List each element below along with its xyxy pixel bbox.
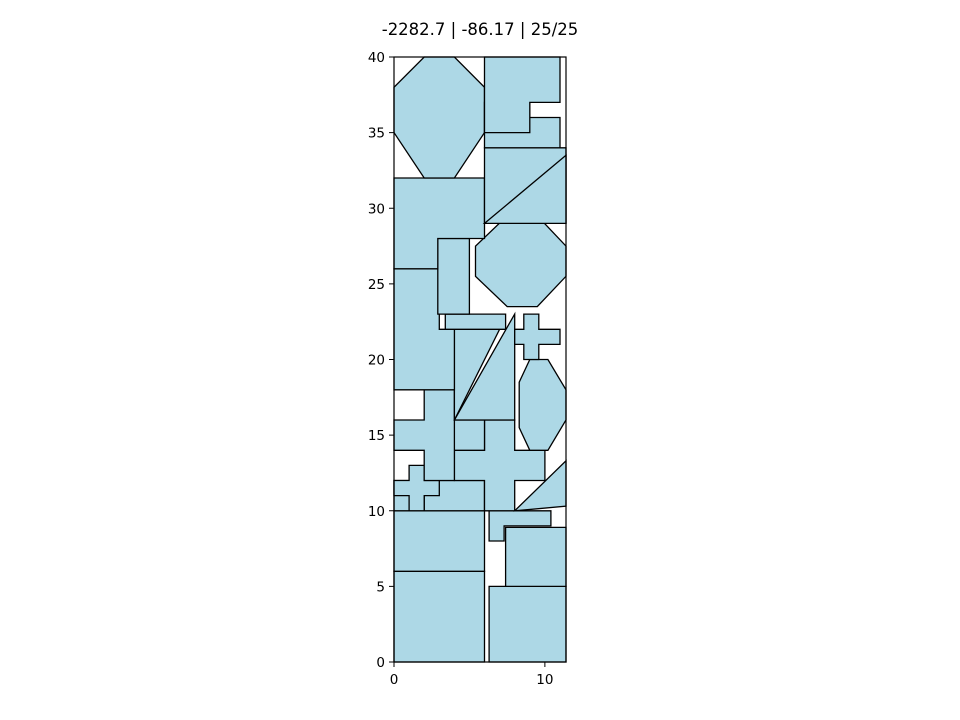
y-tick-label: 0 (376, 655, 385, 671)
y-tick-label: 30 (368, 201, 385, 217)
y-tick-label: 25 (368, 277, 385, 293)
shapes-layer (393, 56, 567, 663)
x-tick-label: 0 (390, 672, 399, 688)
x-axis: 0 10 (390, 662, 553, 688)
shape-rectangle-3 (393, 510, 486, 572)
shape-rectangle-2 (488, 585, 567, 663)
y-tick-label: 15 (368, 428, 385, 444)
y-tick-label: 40 (368, 50, 385, 66)
y-axis: 0 5 10 15 20 25 30 35 40 (368, 50, 394, 671)
shape-triangle-13 (453, 311, 516, 421)
y-tick-label: 5 (376, 579, 385, 595)
shape-octagon-12 (518, 358, 567, 451)
shape-rectangle-17 (444, 313, 507, 330)
shape-octagon-23 (393, 56, 486, 179)
chart-title: -2282.7 | -86.17 | 25/25 (381, 20, 579, 39)
y-tick-label: 35 (368, 126, 385, 142)
shape-rectangle-18 (437, 237, 471, 315)
x-tick-label: 10 (536, 672, 553, 688)
shape-octagon-19 (474, 215, 567, 308)
y-tick-label: 20 (368, 353, 385, 369)
shape-cross-16 (514, 313, 561, 361)
shape-rectangle-1 (393, 570, 486, 663)
y-tick-label: 10 (368, 504, 385, 520)
shape-rectangle-4 (504, 526, 567, 588)
